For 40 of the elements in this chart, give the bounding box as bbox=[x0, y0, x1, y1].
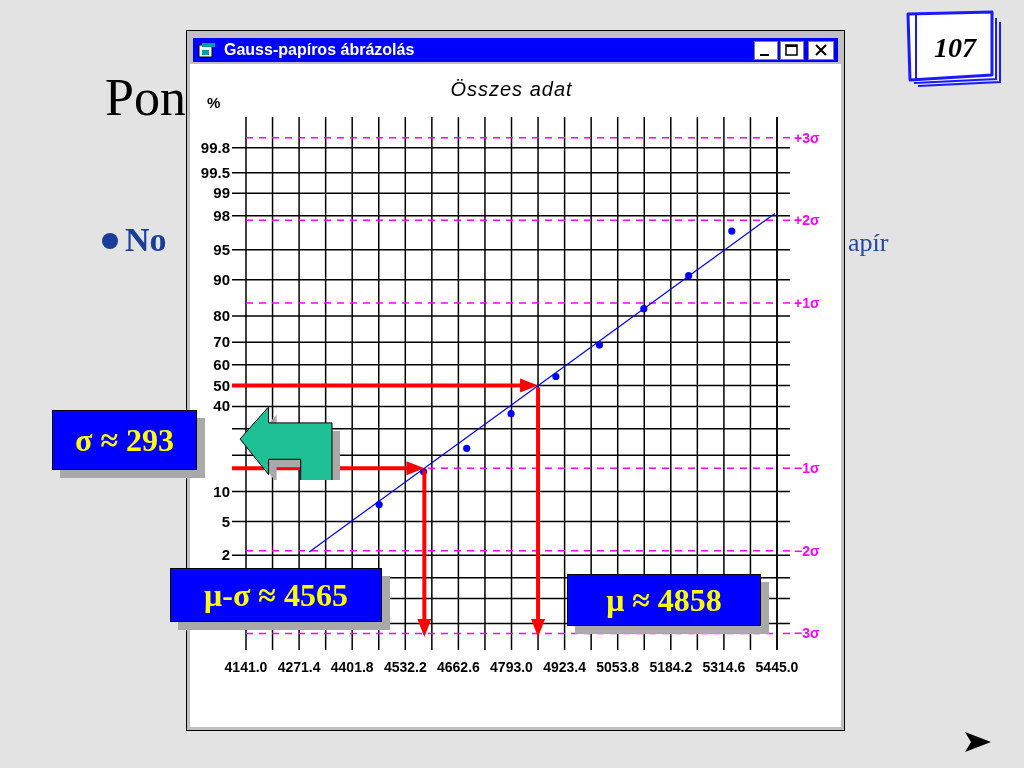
text: 90 bbox=[213, 270, 230, 288]
x-tick-label: 5184.2 bbox=[649, 659, 693, 675]
y-tick-label: +1σ bbox=[794, 294, 820, 311]
x-tick-label: 4923.4 bbox=[543, 659, 587, 675]
text: 40 bbox=[213, 397, 230, 415]
text: 50 bbox=[213, 376, 230, 394]
text: 70 bbox=[213, 333, 230, 351]
text: 99.8 bbox=[200, 138, 230, 156]
text: 80 bbox=[213, 306, 230, 324]
annotation: μ-σ ≈ 4565 bbox=[204, 576, 348, 614]
x-tick-label: 4662.6 bbox=[436, 659, 481, 675]
text: 107 bbox=[934, 32, 976, 63]
x-tick-label: 4793.0 bbox=[490, 659, 534, 675]
text: Pon bbox=[105, 69, 186, 126]
x-tick-label: 4401.8 bbox=[330, 659, 374, 675]
x-tick-label: 4532.2 bbox=[383, 659, 427, 675]
x-tick-label: 4141.0 bbox=[224, 659, 268, 675]
text: 99 bbox=[213, 184, 230, 202]
annotation: μ ≈ 4858 bbox=[606, 581, 722, 619]
text: 5 bbox=[221, 512, 230, 530]
text: 99.5 bbox=[200, 163, 230, 181]
y-tick-label: −2σ bbox=[794, 542, 820, 559]
text: 98 bbox=[213, 206, 230, 224]
x-tick-label: 4271.4 bbox=[277, 659, 321, 675]
y-tick-label: +2σ bbox=[794, 212, 820, 229]
text: 10 bbox=[213, 482, 230, 500]
x-tick-label: 5314.6 bbox=[702, 659, 746, 675]
y-tick-label: −3σ bbox=[794, 625, 820, 642]
y-tick-label: +3σ bbox=[794, 129, 820, 146]
text: 2 bbox=[221, 546, 230, 564]
y-tick-label: −1σ bbox=[794, 460, 820, 477]
chart-subtitle: Összes adat bbox=[450, 78, 573, 100]
text: 60 bbox=[213, 355, 230, 373]
text: 95 bbox=[213, 240, 230, 258]
x-tick-label: 5445.0 bbox=[755, 659, 799, 675]
chart-title: Gauss-papíros ábrázolás bbox=[224, 41, 415, 58]
x-tick-label: 5053.8 bbox=[596, 659, 640, 675]
text: No bbox=[125, 221, 167, 258]
text: % bbox=[207, 94, 221, 111]
text: apír bbox=[848, 228, 889, 257]
